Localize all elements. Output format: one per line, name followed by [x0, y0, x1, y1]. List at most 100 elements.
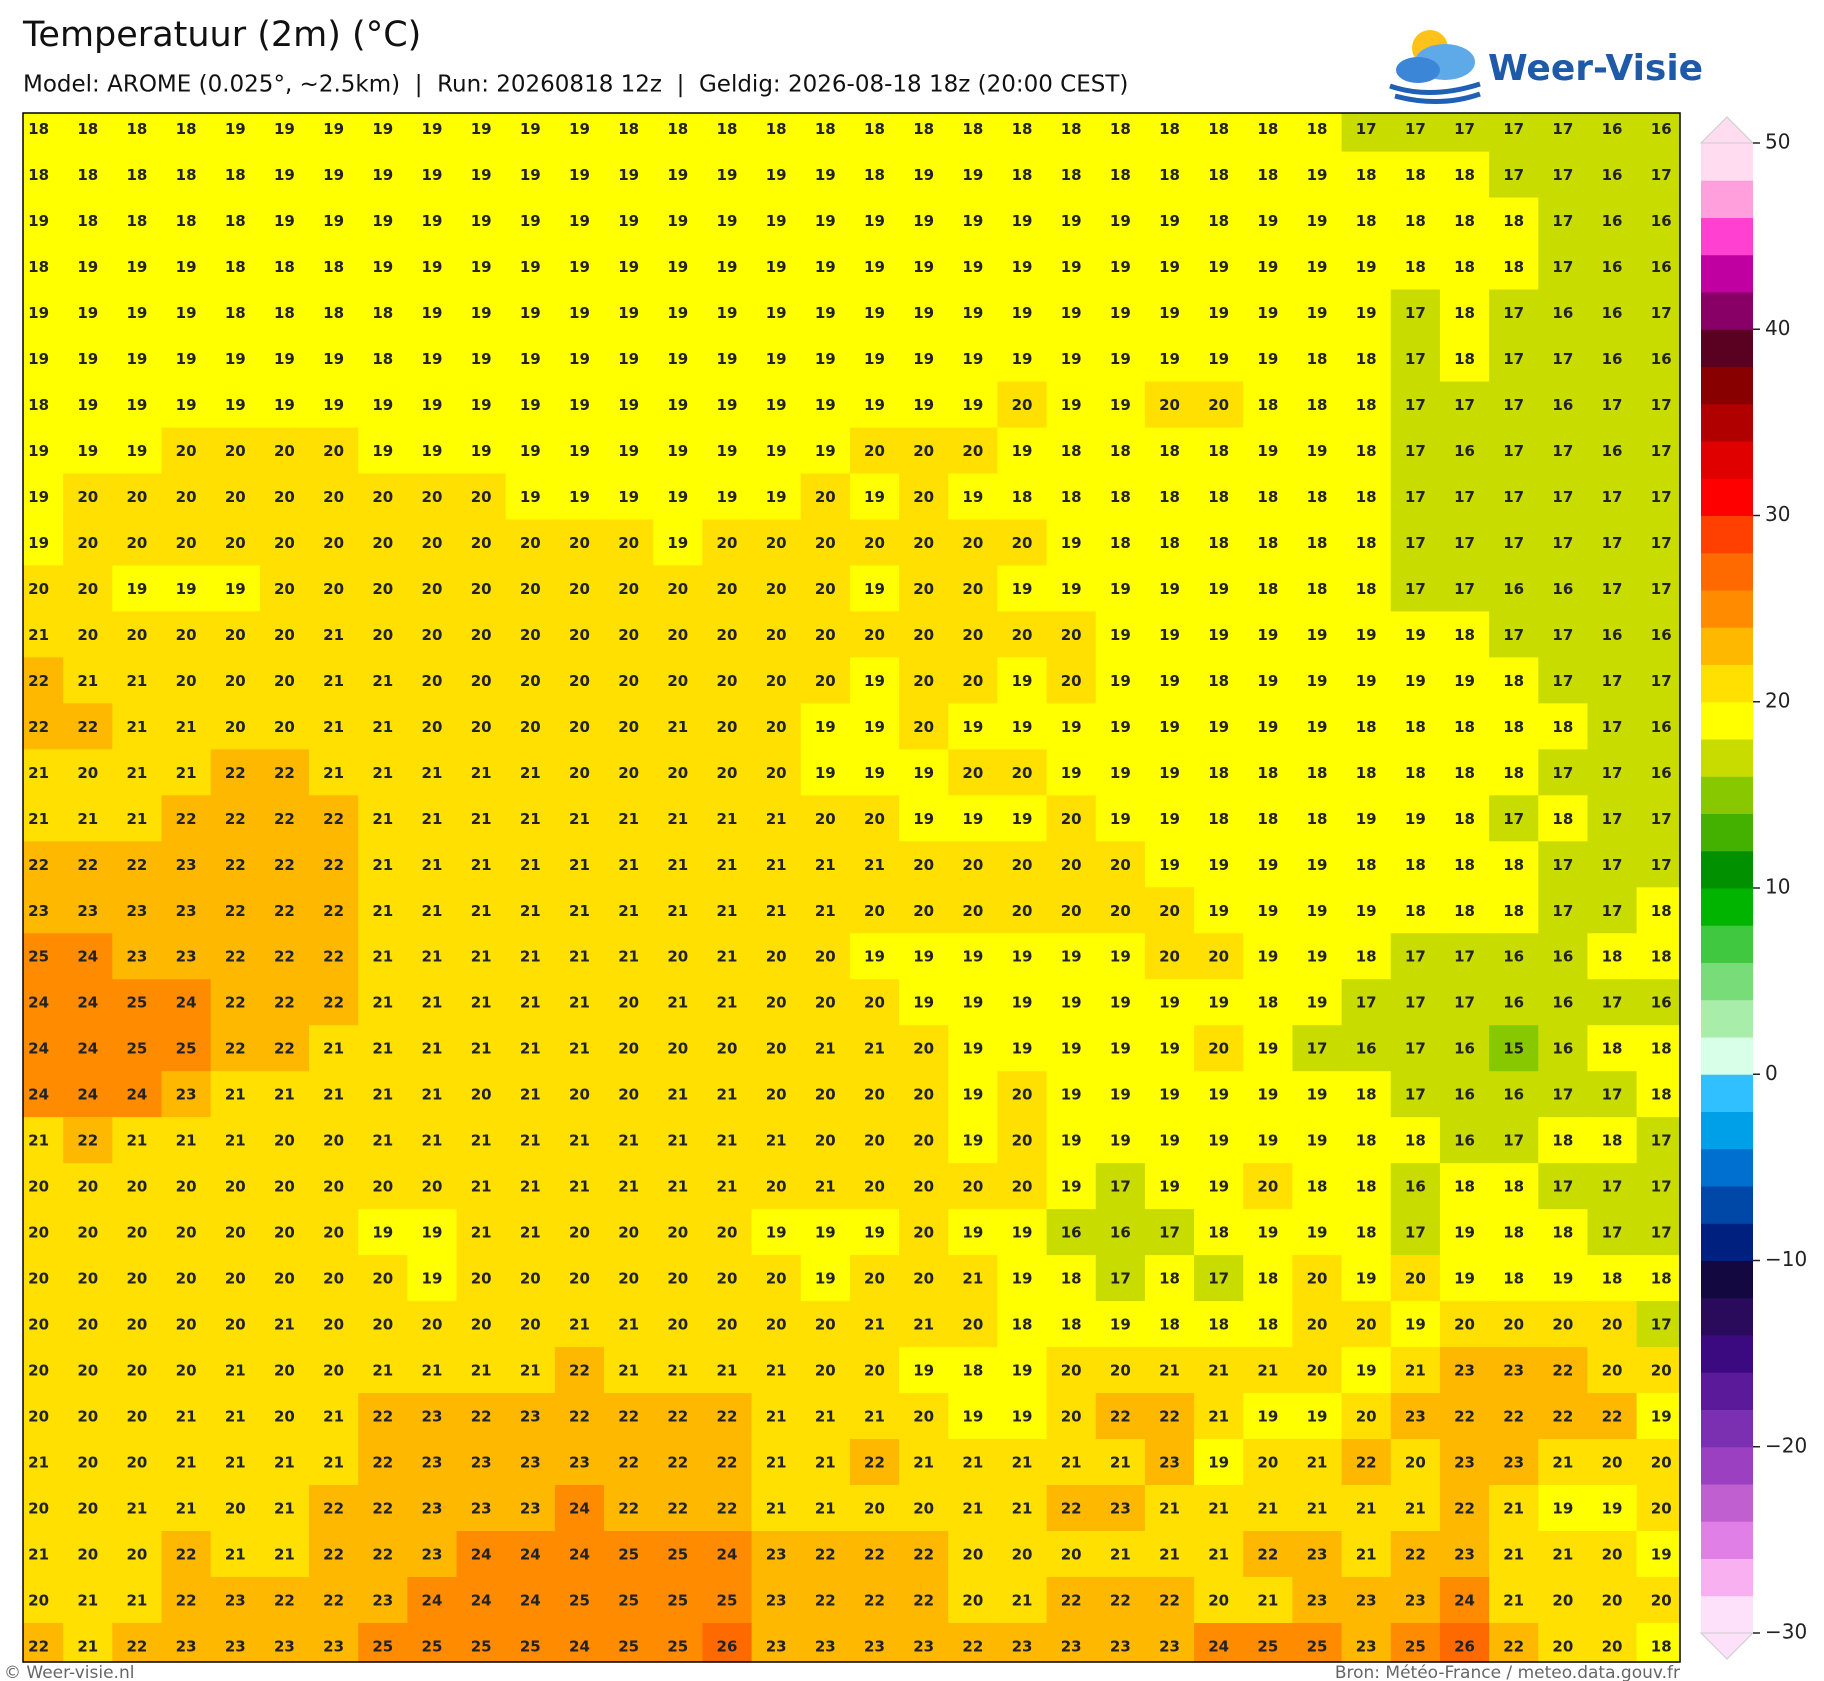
temperature-cell: [997, 1071, 1048, 1118]
temperature-label: 20: [913, 534, 934, 552]
temperature-label: 19: [1012, 718, 1033, 736]
temperature-cell: [210, 703, 261, 750]
temperature-label: 19: [127, 258, 148, 276]
temperature-cell: [63, 887, 113, 934]
temperature-cell: [358, 703, 408, 750]
temperature-cell: [849, 381, 900, 428]
temperature-cell: [358, 519, 408, 566]
temperature-cell: [899, 1485, 949, 1532]
temperature-label: 20: [766, 626, 787, 644]
temperature-cell: [1538, 1439, 1588, 1486]
temperature-label: 20: [225, 718, 246, 736]
temperature-cell: [259, 979, 310, 1026]
temperature-label: 17: [1602, 1086, 1623, 1104]
temperature-label: 19: [28, 304, 49, 322]
temperature-label: 20: [815, 1132, 836, 1150]
temperature-cell: [997, 335, 1048, 382]
temperature-cell: [751, 427, 802, 474]
temperature-cell: [1538, 381, 1588, 428]
temperature-label: 20: [1454, 1316, 1475, 1334]
temperature-label: 21: [1159, 1362, 1180, 1380]
temperature-label: 23: [569, 1454, 590, 1472]
temperature-cell: [899, 979, 949, 1026]
temperature-label: 19: [422, 166, 443, 184]
temperature-label: 19: [1257, 856, 1278, 874]
temperature-label: 21: [815, 1454, 836, 1472]
temperature-label: 20: [864, 994, 885, 1012]
temperature-cell: [849, 1393, 900, 1440]
temperature-label: 19: [1159, 994, 1180, 1012]
temperature-label: 19: [1356, 1270, 1377, 1288]
temperature-label: 20: [520, 1316, 541, 1334]
temperature-label: 18: [77, 120, 98, 138]
temperature-label: 20: [913, 1224, 934, 1242]
temperature-label: 21: [1110, 1545, 1131, 1563]
temperature-label: 19: [1307, 304, 1328, 322]
temperature-cell: [899, 113, 949, 153]
temperature-cell: [505, 1439, 556, 1486]
temperature-label: 19: [1012, 350, 1033, 368]
temperature-label: 21: [471, 1040, 492, 1058]
temperature-label: 19: [1061, 1178, 1082, 1196]
temperature-cell: [1390, 749, 1441, 796]
temperature-cell: [554, 1025, 605, 1072]
temperature-label: 21: [372, 948, 393, 966]
temperature-cell: [407, 1439, 458, 1486]
temperature-label: 16: [1503, 994, 1524, 1012]
temperature-label: 21: [471, 1132, 492, 1150]
temperature-cell: [997, 1163, 1048, 1210]
temperature-cell: [505, 1163, 556, 1210]
temperature-label: 24: [569, 1637, 590, 1655]
temperature-cell: [554, 611, 605, 658]
temperature-label: 19: [913, 948, 934, 966]
temperature-label: 20: [815, 534, 836, 552]
temperature-cell: [800, 1209, 851, 1256]
temperature-label: 25: [717, 1591, 738, 1609]
temperature-cell: [407, 1071, 458, 1118]
temperature-cell: [554, 1393, 605, 1440]
temperature-label: 18: [77, 166, 98, 184]
temperature-label: 17: [1552, 534, 1573, 552]
temperature-cell: [653, 611, 703, 658]
temperature-label: 19: [471, 350, 492, 368]
temperature-cell: [849, 335, 900, 382]
temperature-cell: [997, 289, 1048, 337]
temperature-cell: [407, 841, 458, 888]
temperature-label: 22: [1454, 1500, 1475, 1518]
temperature-cell: [456, 473, 507, 520]
temperature-cell: [751, 841, 802, 888]
temperature-label: 18: [1012, 488, 1033, 506]
temperature-label: 16: [1602, 166, 1623, 184]
temperature-label: 18: [1208, 764, 1229, 782]
temperature-cell: [1144, 381, 1195, 428]
temperature-label: 21: [717, 1086, 738, 1104]
temperature-label: 24: [569, 1545, 590, 1563]
temperature-cell: [604, 703, 654, 750]
temperature-cell: [604, 335, 654, 382]
temperature-label: 22: [372, 1500, 393, 1518]
temperature-cell: [1439, 611, 1490, 658]
temperature-cell: [1046, 565, 1097, 612]
temperature-cell: [112, 1530, 163, 1578]
temperature-label: 20: [422, 718, 443, 736]
temperature-label: 19: [962, 1132, 983, 1150]
temperature-cell: [1095, 289, 1146, 337]
colorbar-band: [1701, 329, 1753, 367]
temperature-label: 21: [1012, 1591, 1033, 1609]
temperature-label: 21: [717, 902, 738, 920]
temperature-label: 19: [569, 350, 590, 368]
temperature-cell: [112, 381, 163, 428]
temperature-label: 22: [225, 856, 246, 874]
temperature-cell: [63, 151, 113, 199]
temperature-cell: [1439, 1255, 1490, 1302]
temperature-label: 20: [77, 1362, 98, 1380]
temperature-label: 18: [1503, 856, 1524, 874]
temperature-cell: [63, 289, 113, 337]
temperature-label: 18: [1602, 1270, 1623, 1288]
temperature-label: 20: [864, 1500, 885, 1518]
temperature-cell: [1439, 289, 1490, 337]
temperature-label: 21: [1405, 1500, 1426, 1518]
temperature-cell: [1489, 243, 1539, 291]
temperature-label: 22: [667, 1500, 688, 1518]
temperature-label: 18: [1454, 350, 1475, 368]
